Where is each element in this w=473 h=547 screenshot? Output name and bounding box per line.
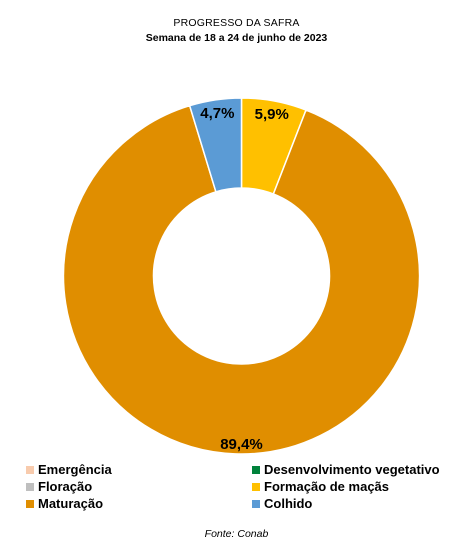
legend-label: Floração xyxy=(38,479,93,494)
chart-title: PROGRESSO DA SAFRA xyxy=(173,17,300,29)
legend-label: Desenvolvimento vegetativo xyxy=(264,462,440,477)
legend-label: Emergência xyxy=(38,462,112,477)
slice-label-1: 89,4% xyxy=(220,436,263,453)
chart-source: Fonte: Conab xyxy=(204,528,269,540)
legend-swatch xyxy=(26,482,34,491)
legend-swatch xyxy=(252,499,260,508)
slice-1 xyxy=(62,104,421,455)
legend-item-maturacao: Maturação xyxy=(26,496,103,511)
chart-subtitle: Semana de 18 a 24 de junho de 2023 xyxy=(145,32,328,44)
slice-label-2: 4,7% xyxy=(200,105,234,122)
legend-label: Maturação xyxy=(38,496,104,511)
legend-swatch xyxy=(252,465,260,474)
legend-swatch xyxy=(26,499,34,508)
legend-item-desenvolvimento-vegetativo: Desenvolvimento vegetativo xyxy=(252,462,440,477)
legend-label: Formação de maçãs xyxy=(264,479,390,494)
legend-swatch xyxy=(252,482,260,491)
slice-label-0: 5,9% xyxy=(255,106,289,123)
donut-chart: 5,9% 89,4% 4,7% xyxy=(62,97,421,455)
legend-swatch xyxy=(26,465,34,474)
legend-item-colhido: Colhido xyxy=(252,496,312,511)
legend-label: Colhido xyxy=(264,496,313,511)
slice-2 xyxy=(188,97,243,193)
legend-item-formacao-de-macas: Formação de maçãs xyxy=(252,479,389,494)
legend-item-emergencia: Emergência xyxy=(26,462,112,477)
legend-item-floracao: Floração xyxy=(26,479,92,494)
